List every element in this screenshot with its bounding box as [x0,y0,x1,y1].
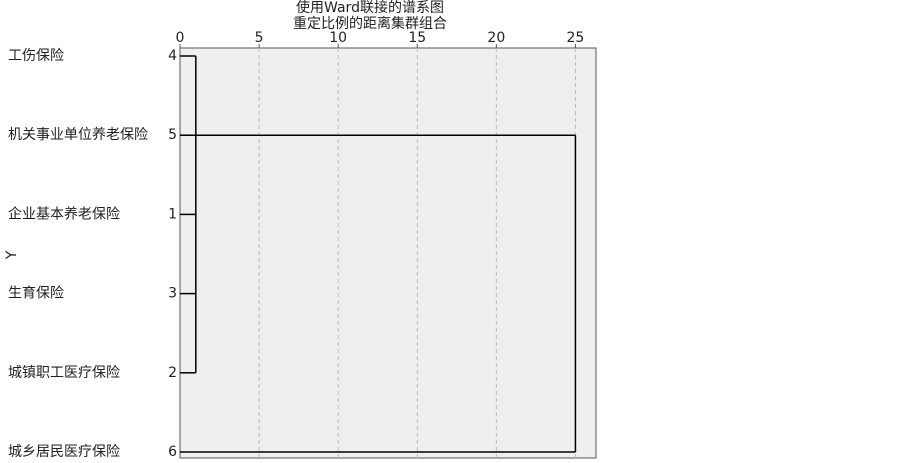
leaf-label: 城乡居民医疗保险 [8,444,120,459]
x-tick-label: 25 [567,30,585,46]
leaf-label: 工伤保险 [8,48,64,64]
chart-title: 使用Ward联接的谱系图 [296,0,444,16]
leaf-id: 3 [168,286,177,302]
x-tick-label: 20 [487,30,505,46]
leaf-label: 生育保险 [8,286,64,302]
leaf-id: 5 [168,127,177,143]
leaf-id: 6 [168,444,177,459]
leaf-id: 1 [168,206,177,222]
y-axis-label: Y [4,250,20,260]
x-tick-label: 10 [329,30,347,46]
plot-area [179,47,597,459]
leaf-label: 城镇职工医疗保险 [8,365,120,381]
leaf-id: 2 [168,365,177,381]
chart-subtitle: 重定比例的距离集群组合 [293,15,447,32]
x-tick-label: 0 [176,30,185,46]
leaf-label: 机关事业单位养老保险 [8,127,148,143]
x-tick-label: 15 [408,30,426,46]
x-tick-label: 5 [255,30,264,46]
leaf-id: 4 [168,48,177,64]
leaf-label: 企业基本养老保险 [8,205,120,222]
